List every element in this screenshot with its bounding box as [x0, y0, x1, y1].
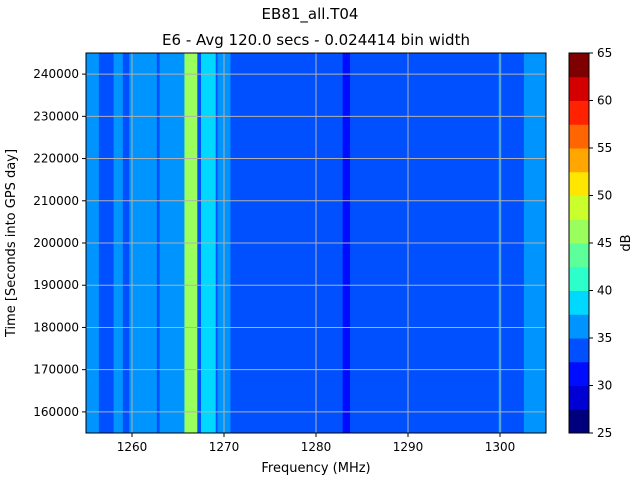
x-axis-label: Frequency (MHz): [261, 461, 370, 476]
colorbar-segment: [569, 290, 589, 315]
colorbar-segment: [569, 338, 589, 363]
colorbar-segment: [569, 195, 589, 220]
colorbar-segment: [569, 266, 589, 291]
y-tick-label: 180000: [33, 320, 79, 334]
colorbar-tick-label: 35: [597, 331, 612, 345]
y-tick-label: 160000: [33, 405, 79, 419]
y-tick-label: 240000: [33, 67, 79, 81]
colorbar-tick-label: 50: [597, 189, 612, 203]
y-axis-label: Time [Seconds into GPS day]: [4, 149, 19, 338]
colorbar-segment: [569, 314, 589, 339]
colorbar-tick-label: 55: [597, 141, 612, 155]
colorbar-label: dB: [619, 234, 634, 251]
y-tick-label: 230000: [33, 109, 79, 123]
colorbar-segment: [569, 148, 589, 173]
colorbar: 25 30 35 40 45 50 55 60 65: [568, 46, 612, 440]
colorbar-segment: [569, 171, 589, 196]
y-tick-label: 220000: [33, 152, 79, 166]
x-tick-label: 1260: [117, 440, 148, 454]
colorbar-segment: [569, 124, 589, 149]
y-tick-label: 190000: [33, 278, 79, 292]
colorbar-segment: [569, 100, 589, 125]
colorbar-segment: [569, 219, 589, 244]
chart-title: EB81_all.T04: [262, 5, 359, 24]
x-tick-label: 1270: [209, 440, 240, 454]
colorbar-tick-label: 40: [597, 284, 612, 298]
grid-lines: [86, 53, 546, 433]
colorbar-tick-label: 25: [597, 426, 612, 440]
x-tick-label: 1300: [485, 440, 516, 454]
colorbar-segment: [569, 385, 589, 410]
x-tick-label: 1290: [393, 440, 424, 454]
colorbar-segment: [569, 243, 589, 268]
y-tick-label: 210000: [33, 194, 79, 208]
x-axis: 1260 1270 1280 1290 1300: [117, 433, 516, 454]
colorbar-segment: [569, 361, 589, 386]
y-tick-label: 200000: [33, 236, 79, 250]
colorbar-segment: [569, 53, 589, 78]
y-tick-label: 170000: [33, 363, 79, 377]
colorbar-tick-label: 45: [597, 236, 612, 250]
colorbar-tick-label: 60: [597, 94, 612, 108]
colorbar-segment: [569, 76, 589, 101]
colorbar-segment: [569, 409, 589, 434]
y-axis: 160000 170000 180000 190000 200000 210000 2200…: [33, 67, 86, 419]
colorbar-tick-label: 30: [597, 379, 612, 393]
chart-subtitle: E6 - Avg 120.0 secs - 0.024414 bin width: [162, 31, 470, 49]
colorbar-tick-label: 65: [597, 46, 612, 60]
x-tick-label: 1280: [301, 440, 332, 454]
